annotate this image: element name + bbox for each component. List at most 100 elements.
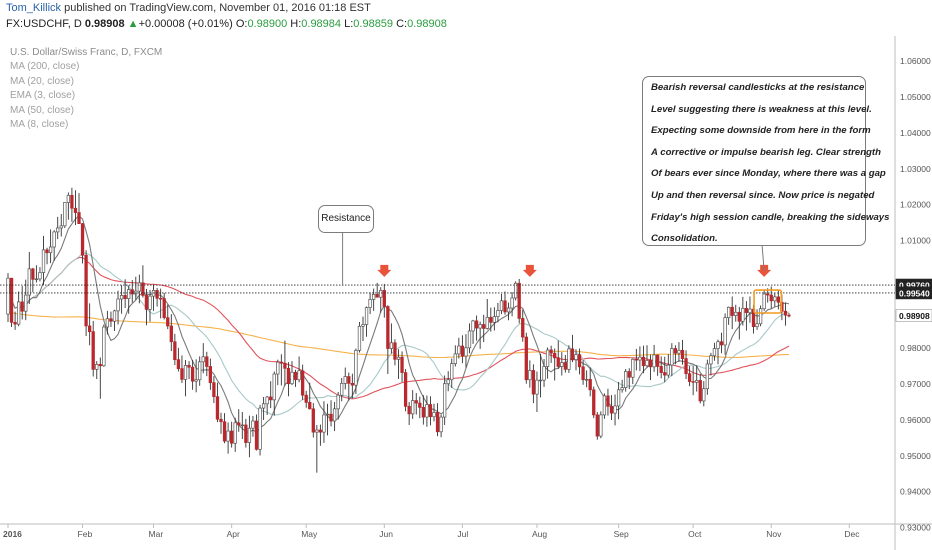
bear-candle <box>230 430 234 444</box>
note-line: Level suggesting there is weakness at th… <box>651 103 872 115</box>
price-change: +0.00008 (+0.01%) <box>138 18 233 30</box>
bear-candle <box>98 363 102 367</box>
legend-item-ma200[interactable]: MA (200, close) <box>10 61 80 73</box>
close-value: 0.98908 <box>407 18 447 30</box>
candle <box>403 368 408 412</box>
note-line: Consolidation. <box>651 233 718 245</box>
bull-candle <box>574 354 578 361</box>
candle <box>190 360 195 390</box>
candle <box>70 187 74 222</box>
candle <box>340 377 344 402</box>
candle <box>560 352 564 376</box>
candle <box>84 250 88 336</box>
bear-candle <box>286 367 291 385</box>
candle <box>460 335 465 364</box>
bull-candle <box>584 379 589 381</box>
candle <box>66 192 71 220</box>
bull-candle <box>666 364 670 376</box>
candle <box>286 362 291 397</box>
legend-item-ma8[interactable]: MA (8, close) <box>10 119 69 131</box>
bear-candle <box>208 366 213 383</box>
candle <box>549 345 553 363</box>
candle <box>166 304 170 330</box>
bear-candle <box>237 422 241 426</box>
candle <box>478 321 482 349</box>
analysis-note[interactable]: Bearish reversal candlesticks at the res… <box>642 76 889 246</box>
legend-item-ma50[interactable]: MA (50, close) <box>10 104 74 116</box>
bull-candle <box>741 307 745 322</box>
bull-candle <box>734 311 738 316</box>
x-tick-label: Jul <box>457 529 468 539</box>
resistance-callout[interactable]: Resistance <box>318 205 374 233</box>
candle <box>52 230 56 261</box>
bull-candle <box>432 412 436 418</box>
candle <box>56 216 60 240</box>
bear-candle <box>311 408 315 433</box>
bull-candle <box>66 194 71 203</box>
candle <box>758 305 763 327</box>
bear-candle <box>524 336 528 381</box>
bear-candle <box>680 349 685 359</box>
bear-candle <box>279 361 283 364</box>
candle <box>609 395 614 420</box>
bear-candle <box>45 249 49 254</box>
candle <box>308 382 312 410</box>
bear-candle <box>531 370 536 395</box>
candle <box>222 413 227 444</box>
bull-candle <box>485 316 489 329</box>
candle <box>783 302 788 326</box>
candle <box>450 358 454 389</box>
candle <box>389 323 394 354</box>
bull-candle <box>379 290 383 298</box>
candle <box>492 307 496 331</box>
candle <box>592 386 596 419</box>
candle <box>343 367 347 390</box>
bull-candle <box>247 427 252 443</box>
candle <box>208 358 213 390</box>
bull-candle <box>332 408 337 422</box>
y-tick-label: 0.97000 <box>900 379 931 389</box>
bear-candle <box>517 282 521 319</box>
bear-candle <box>581 366 585 381</box>
bull-candle <box>620 387 624 391</box>
high-label: H: <box>290 18 302 30</box>
candle <box>233 417 237 452</box>
bull-candle <box>677 349 681 354</box>
candle <box>293 369 298 387</box>
author-link[interactable]: Tom_Killick <box>6 2 62 14</box>
candle <box>584 370 589 388</box>
bull-candle <box>411 400 415 415</box>
bull-candle <box>773 296 777 302</box>
candle <box>432 403 436 422</box>
candle <box>361 316 365 341</box>
bear-candle <box>84 254 88 327</box>
y-tick-label: 1.01000 <box>900 236 931 246</box>
bear-candle <box>31 268 35 280</box>
candle <box>155 287 159 307</box>
bull-candle <box>95 363 99 370</box>
candle <box>244 418 248 448</box>
legend-title: U.S. Dollar/Swiss Franc, D, FXCM <box>10 47 163 58</box>
candle <box>613 394 617 426</box>
bull-candle <box>645 360 649 367</box>
x-tick-label: May <box>301 529 318 539</box>
candle <box>31 267 35 293</box>
bull-candle <box>6 277 10 315</box>
candle <box>606 388 610 416</box>
candle <box>347 372 351 401</box>
candle <box>59 213 63 237</box>
legend-item-ma20[interactable]: MA (20, close) <box>10 75 74 87</box>
candle <box>482 314 486 343</box>
candle <box>627 368 631 390</box>
candle <box>144 288 149 326</box>
bull-candle <box>652 354 656 368</box>
bull-candle <box>389 342 394 349</box>
legend-item-ema3[interactable]: EMA (3, close) <box>10 90 76 102</box>
bull-candle <box>240 424 244 427</box>
highlight-box <box>753 289 783 314</box>
bear-candle <box>414 400 418 404</box>
bull-candle <box>599 414 603 437</box>
bear-candle <box>570 348 575 361</box>
candle <box>24 279 28 321</box>
bear-candle <box>592 389 596 416</box>
